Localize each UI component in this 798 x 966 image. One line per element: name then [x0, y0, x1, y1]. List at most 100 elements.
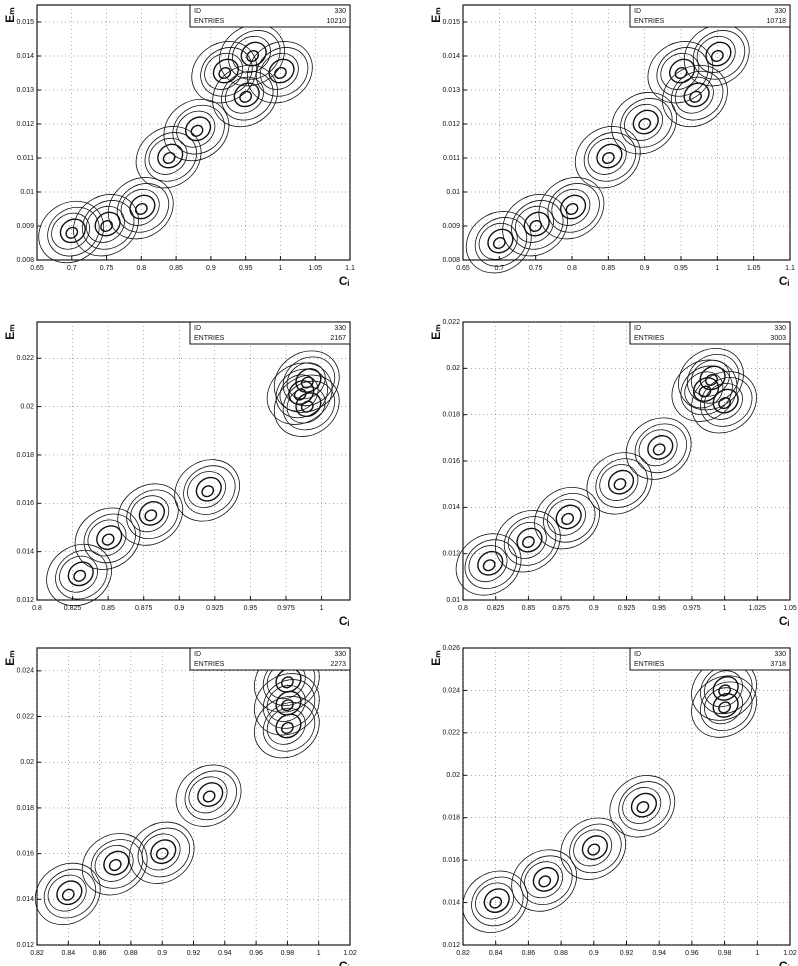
contour-line — [471, 876, 524, 927]
contour-line — [74, 507, 141, 570]
contour-line — [275, 690, 302, 716]
stats-key: ENTRIES — [634, 661, 665, 668]
x-tick-label: 0.95 — [239, 265, 253, 272]
contour-line — [705, 41, 732, 67]
y-tick-label: 0.018 — [442, 815, 460, 822]
contour-line — [117, 483, 184, 546]
contour-line — [632, 109, 659, 135]
contour-line — [200, 47, 253, 97]
x-tick-label: 1 — [715, 265, 719, 272]
x-tick-label: 0.82 — [456, 950, 470, 957]
y-axis-label: Eₘ — [429, 650, 443, 665]
contour-line — [624, 103, 663, 141]
y-tick-label: 0.022 — [442, 730, 460, 737]
contour-line — [692, 30, 746, 80]
contour-group — [253, 696, 320, 759]
contour-group — [107, 177, 174, 240]
x-tick-label: 1.05 — [783, 605, 797, 612]
x-tick-label: 1 — [317, 950, 321, 957]
x-tick-label: 0.98 — [281, 950, 295, 957]
contour-line — [225, 76, 264, 114]
contour-line — [511, 849, 578, 912]
contour-line — [718, 701, 731, 714]
y-tick-label: 0.022 — [16, 713, 34, 720]
y-tick-label: 0.012 — [442, 551, 460, 558]
contour-line — [87, 519, 127, 557]
contour-line — [668, 58, 696, 84]
contour-line — [634, 423, 687, 474]
contour-group — [625, 417, 692, 480]
y-tick-label: 0.018 — [442, 412, 460, 419]
contour-line — [195, 476, 222, 502]
contour-line — [221, 70, 274, 121]
x-tick-label: 0.9 — [157, 950, 167, 957]
contour-line — [596, 143, 623, 169]
x-tick-label: 1.05 — [308, 265, 322, 272]
x-tick-label: 1.1 — [345, 265, 355, 272]
contour-line — [705, 373, 718, 386]
contour-line — [520, 855, 573, 905]
contour-line — [300, 400, 314, 413]
contour-group — [128, 821, 195, 884]
contour-line — [137, 827, 190, 878]
y-axis-label: Eₘ — [429, 324, 443, 339]
y-tick-label: 0.02 — [446, 772, 460, 779]
x-tick-label: 0.8 — [32, 605, 42, 612]
contour-line — [120, 188, 160, 226]
contour-line — [273, 374, 340, 437]
x-tick-label: 0.88 — [554, 950, 568, 957]
contour-group — [253, 673, 320, 736]
contour-group — [38, 200, 105, 264]
contour-line — [141, 833, 181, 871]
x-tick-label: 0.84 — [61, 950, 75, 957]
panel: 0.65 0.7 0.75 0.8 0.85 0.9 0.95 1 1.05 1.1 0.008 0.… — [429, 4, 795, 288]
contour-line — [212, 64, 278, 128]
x-tick-label: 1 — [755, 950, 759, 957]
contour-line — [465, 211, 532, 274]
contour-group — [560, 817, 627, 880]
contour-line — [656, 47, 709, 97]
contour-line — [94, 211, 121, 237]
y-tick-label: 0.026 — [442, 645, 460, 652]
stats-box — [629, 4, 791, 28]
contour-line — [34, 862, 101, 926]
contour-line — [129, 194, 156, 220]
contour-line — [266, 685, 306, 722]
x-tick-label: 0.82 — [30, 950, 44, 957]
contour-line — [516, 527, 543, 553]
contour-line — [144, 509, 158, 522]
x-tick-label: 0.84 — [489, 950, 503, 957]
x-tick-label: 0.85 — [522, 605, 536, 612]
contour-line — [266, 707, 306, 745]
x-tick-label: 0.98 — [718, 950, 732, 957]
contour-line — [607, 469, 635, 495]
stats-value: 2167 — [330, 335, 346, 342]
contour-line — [274, 66, 287, 80]
x-tick-label: 0.95 — [674, 265, 688, 272]
y-tick-label: 0.008 — [16, 257, 34, 264]
x-tick-label: 1.05 — [747, 265, 761, 272]
stats-value: 3718 — [770, 661, 786, 668]
y-tick-label: 0.014 — [442, 899, 460, 906]
contour-line — [116, 183, 170, 233]
contour-group — [678, 347, 744, 411]
x-tick-label: 0.875 — [135, 605, 153, 612]
contour-line — [565, 202, 579, 216]
y-tick-label: 0.02 — [20, 759, 34, 766]
contour-line — [174, 459, 240, 522]
contour-group — [534, 486, 600, 550]
x-tick-label: 1.025 — [749, 605, 767, 612]
x-tick-label: 0.88 — [124, 950, 138, 957]
contour-line — [59, 555, 98, 593]
contour-line — [507, 522, 547, 559]
x-tick-label: 0.75 — [529, 265, 543, 272]
contour-group — [212, 64, 278, 128]
contour-line — [478, 222, 518, 260]
y-tick-label: 0.011 — [443, 155, 460, 162]
x-axis-label: Cᵢ — [339, 274, 350, 288]
contour-line — [689, 90, 702, 103]
contour-line — [494, 510, 561, 573]
x-tick-label: 1.1 — [785, 265, 795, 272]
contour-line — [201, 485, 215, 498]
y-tick-label: 0.013 — [442, 87, 460, 94]
